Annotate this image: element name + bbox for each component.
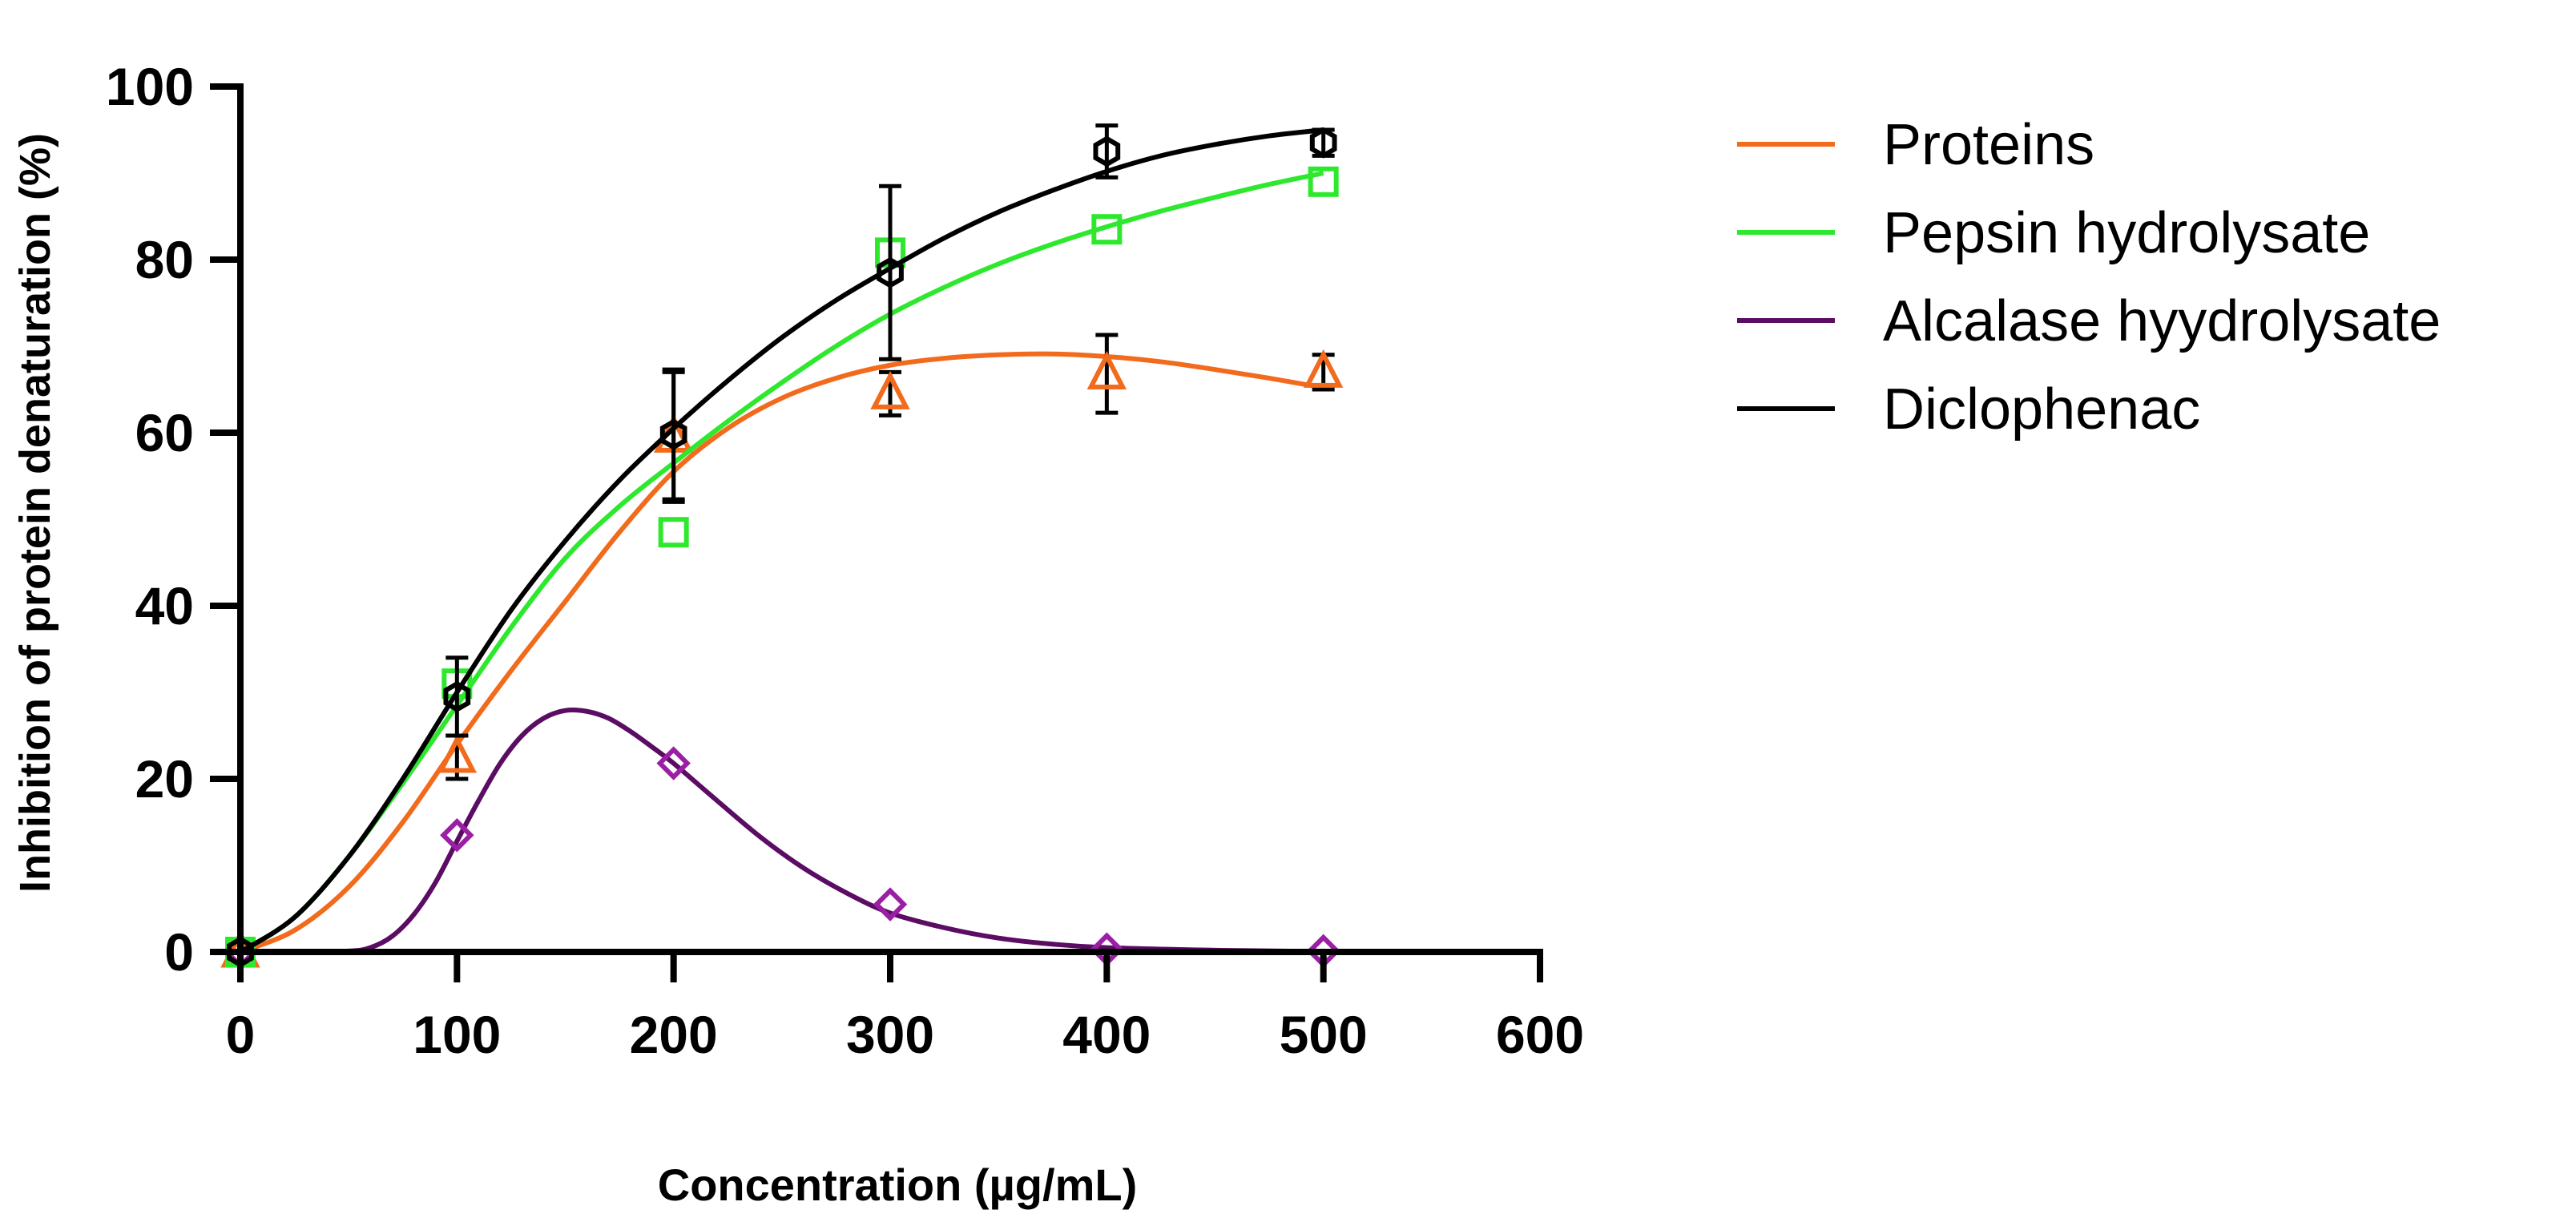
y-tick-label: 0 bbox=[164, 922, 194, 982]
legend-item: Pepsin hydrolysate bbox=[1737, 201, 2370, 265]
series-proteins bbox=[220, 333, 1344, 968]
legend-label: Pepsin hydrolysate bbox=[1883, 201, 2370, 265]
data-point-alcalase-hyydrolysate bbox=[656, 746, 691, 780]
data-point-pepsin-hydrolysate bbox=[658, 517, 689, 548]
y-tick-label: 80 bbox=[135, 230, 194, 289]
y-tick-label: 100 bbox=[106, 57, 194, 116]
error-bar bbox=[662, 367, 685, 502]
legend-item: Diclophenac bbox=[1737, 377, 2200, 442]
data-point-pepsin-hydrolysate bbox=[1308, 166, 1339, 197]
y-tick-label: 40 bbox=[135, 576, 194, 635]
error-bar bbox=[1095, 123, 1119, 179]
fit-curve-diclophenac bbox=[239, 127, 1324, 954]
fit-curve-pepsin-hydrolysate bbox=[239, 171, 1324, 954]
x-tick-label: 600 bbox=[1496, 1005, 1584, 1064]
x-axis-ticks: 0 100 200 300 400 500 600 bbox=[226, 952, 1584, 1064]
x-axis-title: Concentration (µg/mL) bbox=[658, 1159, 1137, 1210]
data-point-proteins bbox=[870, 370, 910, 409]
data-point-diclophenac bbox=[1093, 135, 1121, 167]
data-point-pepsin-hydrolysate bbox=[1091, 214, 1123, 245]
axes: 0 100 200 300 400 500 600 0 20 40 60 80 100 bbox=[106, 57, 1584, 1064]
error-bar bbox=[445, 655, 469, 738]
fit-curve-proteins bbox=[239, 351, 1324, 954]
legend-label: Proteins bbox=[1883, 113, 2094, 177]
legend-item: Alcalase hyydrolysate bbox=[1737, 289, 2441, 353]
x-tick-label: 400 bbox=[1062, 1005, 1151, 1064]
fit-curve-alcalase-hyydrolysate bbox=[240, 707, 1324, 955]
error-bar bbox=[879, 184, 901, 361]
y-tick-label: 60 bbox=[135, 403, 194, 462]
data-point-diclophenac bbox=[443, 680, 471, 712]
series-diclophenac bbox=[227, 123, 1337, 968]
data-point-alcalase-hyydrolysate bbox=[873, 887, 908, 922]
legend-item: Proteins bbox=[1737, 113, 2094, 177]
y-axis-title: Inhibition of protein denaturation (%) bbox=[11, 133, 59, 893]
legend-label: Diclophenac bbox=[1883, 377, 2200, 442]
x-tick-label: 300 bbox=[846, 1005, 934, 1064]
x-tick-label: 200 bbox=[630, 1005, 718, 1064]
plot-area bbox=[220, 123, 1344, 970]
x-tick-label: 100 bbox=[413, 1005, 501, 1064]
series-pepsin-hydrolysate bbox=[225, 166, 1339, 967]
y-axis-ticks: 0 20 40 60 80 100 bbox=[106, 57, 240, 982]
legend-label: Alcalase hyydrolysate bbox=[1883, 289, 2441, 353]
data-point-diclophenac bbox=[1309, 127, 1337, 159]
y-tick-label: 20 bbox=[135, 749, 194, 809]
x-tick-label: 0 bbox=[226, 1005, 256, 1064]
data-point-proteins bbox=[1303, 349, 1344, 388]
data-point-proteins bbox=[437, 734, 478, 773]
data-point-proteins bbox=[1086, 351, 1127, 390]
error-bar bbox=[1095, 333, 1119, 415]
data-point-diclophenac bbox=[659, 418, 687, 450]
data-point-diclophenac bbox=[877, 256, 904, 288]
data-point-alcalase-hyydrolysate bbox=[440, 817, 474, 853]
legend: Proteins Pepsin hydrolysate Alcalase hyydr… bbox=[1737, 113, 2441, 442]
x-tick-label: 500 bbox=[1280, 1005, 1368, 1064]
